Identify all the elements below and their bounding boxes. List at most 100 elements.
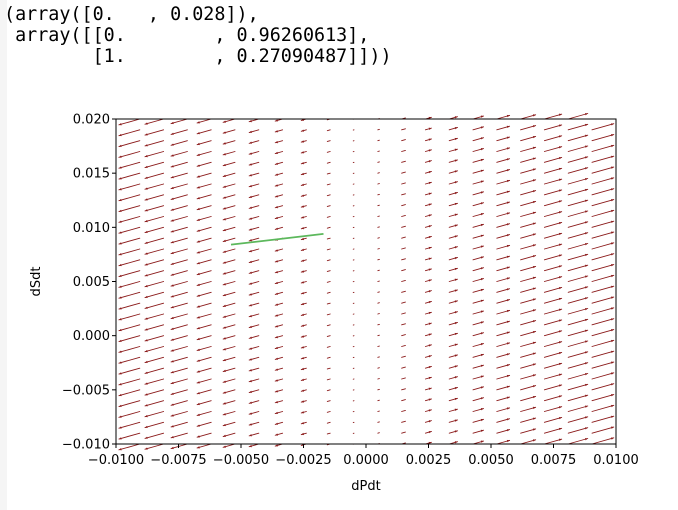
- vector-arrow-head: [558, 200, 562, 203]
- vector-arrow-head: [480, 256, 484, 259]
- vector-arrow-head: [275, 368, 278, 371]
- vector-arrow: [567, 362, 589, 369]
- vector-arrow-head: [428, 181, 432, 185]
- vector-arrow-head: [249, 325, 252, 329]
- vector-arrow: [144, 335, 165, 342]
- vector-arrow-head: [611, 394, 614, 397]
- vector-arrow: [118, 313, 141, 321]
- vector-arrow-head: [197, 370, 200, 373]
- vector-arrow: [118, 421, 141, 429]
- vector-arrow-head: [428, 333, 432, 336]
- vector-arrow-head: [118, 328, 122, 332]
- vector-arrow: [118, 270, 141, 277]
- vector-arrow-head: [454, 397, 458, 401]
- vector-arrow-head: [223, 174, 226, 177]
- vector-arrow-head: [171, 175, 174, 179]
- y-tick-label: 0.010: [73, 221, 110, 236]
- trajectory-line: [230, 232, 324, 246]
- vector-arrow-head: [611, 307, 614, 310]
- vector-arrow-head: [558, 232, 562, 236]
- vector-arrow: [118, 281, 141, 288]
- vector-arrow-head: [144, 371, 148, 374]
- x-axis: −0.0100 −0.0075 −0.0050 −0.0025 0.0000 0.0025…: [88, 444, 639, 468]
- vector-arrow-head: [249, 249, 252, 253]
- vector-arrow: [326, 140, 331, 142]
- vector-field: [118, 113, 615, 451]
- vector-arrow-head: [558, 362, 562, 366]
- vector-arrow-head: [611, 285, 614, 289]
- y-axis-label: dSdt: [29, 267, 44, 297]
- vector-arrow: [144, 313, 165, 320]
- vector-arrow-head: [223, 120, 226, 123]
- vector-arrow-head: [118, 318, 122, 321]
- vector-arrow-head: [223, 391, 226, 394]
- vector-arrow-head: [144, 144, 148, 147]
- vector-arrow: [118, 140, 141, 147]
- vector-arrow-head: [428, 170, 432, 174]
- vector-arrow-head: [118, 220, 122, 223]
- vector-arrow: [543, 417, 563, 423]
- vector-arrow: [170, 389, 188, 395]
- vector-arrow: [144, 302, 165, 309]
- vector-arrow: [520, 320, 537, 326]
- vector-arrow-head: [144, 382, 148, 385]
- vector-arrow-head: [275, 227, 278, 230]
- vector-arrow-head: [275, 281, 278, 285]
- vector-arrow-head: [223, 293, 226, 297]
- vector-arrow-head: [454, 224, 458, 227]
- vector-arrow: [144, 194, 165, 201]
- vector-arrow-head: [301, 259, 304, 262]
- vector-arrow-head: [428, 420, 432, 423]
- vector-arrow: [144, 270, 165, 277]
- vector-arrow-head: [428, 387, 432, 390]
- vector-arrow-head: [454, 116, 458, 119]
- vector-arrow: [170, 205, 188, 211]
- vector-arrow: [543, 157, 563, 163]
- vector-arrow-head: [197, 240, 200, 243]
- vector-arrow-head: [275, 314, 278, 317]
- vector-arrow-head: [301, 291, 304, 295]
- vector-arrow: [567, 221, 589, 228]
- vector-arrow-head: [118, 209, 122, 213]
- vector-arrow-head: [197, 391, 200, 395]
- vector-arrow-head: [506, 374, 510, 378]
- vector-arrow: [567, 340, 589, 347]
- vector-arrow: [170, 291, 188, 298]
- vector-arrow: [170, 335, 188, 341]
- vector-arrow-head: [585, 178, 588, 181]
- vector-arrow: [118, 302, 141, 310]
- vector-arrow-head: [558, 254, 562, 257]
- y-tick-label: −0.010: [62, 438, 110, 453]
- vector-arrow-head: [506, 244, 510, 248]
- vector-arrow: [144, 259, 165, 266]
- vector-arrow-head: [480, 158, 484, 162]
- vector-arrow-head: [611, 404, 614, 408]
- vector-arrow: [170, 194, 188, 200]
- vector-arrow-head: [480, 418, 484, 422]
- vector-arrow-head: [506, 147, 510, 150]
- vector-arrow: [144, 324, 165, 331]
- vector-arrow-head: [428, 398, 432, 401]
- vector-arrow: [401, 323, 406, 326]
- vector-arrow-head: [611, 188, 614, 191]
- vector-arrow: [567, 427, 589, 434]
- vector-arrow: [401, 225, 406, 228]
- vector-arrow-head: [611, 209, 614, 213]
- vector-arrow: [170, 367, 188, 374]
- vector-arrow-head: [611, 177, 614, 180]
- vector-arrow: [326, 226, 331, 229]
- vector-arrow-head: [249, 347, 252, 350]
- x-tick-label: 0.0000: [343, 453, 389, 468]
- vector-arrow-head: [611, 383, 614, 386]
- vector-arrow: [118, 291, 141, 299]
- vector-arrow-head: [454, 137, 458, 141]
- vector-arrow-head: [611, 415, 614, 419]
- vector-arrow-head: [611, 296, 614, 299]
- vector-arrow-head: [197, 153, 200, 156]
- vector-arrow-head: [585, 221, 588, 224]
- vector-arrow: [520, 200, 537, 207]
- vector-arrow-head: [275, 130, 278, 133]
- vector-arrow-head: [118, 144, 122, 148]
- vector-arrow-head: [428, 300, 432, 304]
- vector-arrow-head: [171, 446, 174, 450]
